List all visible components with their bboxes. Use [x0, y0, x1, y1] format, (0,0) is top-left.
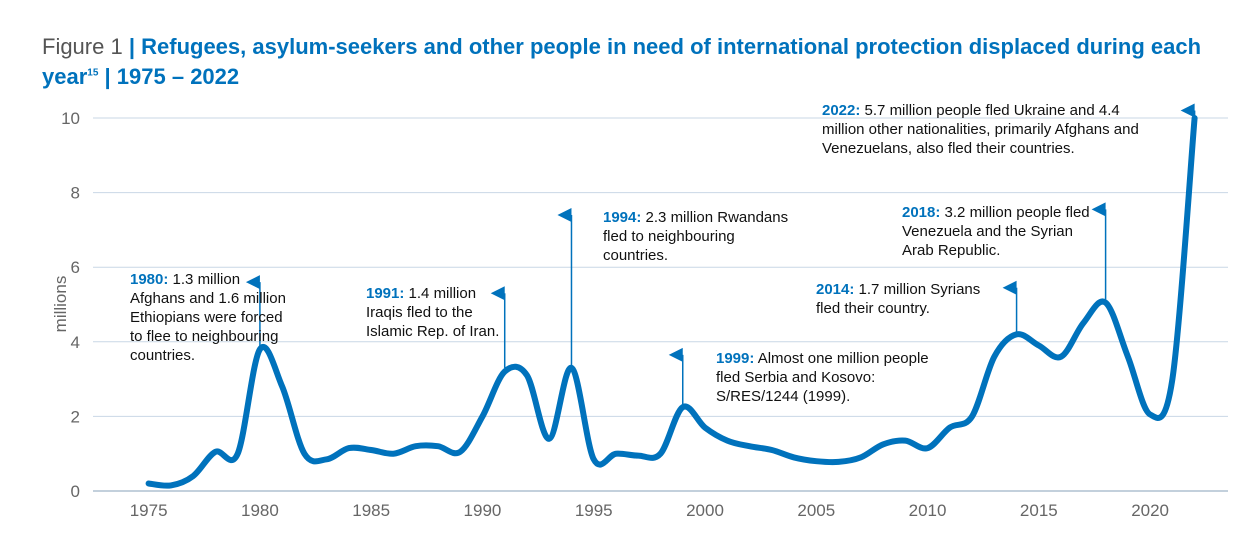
annotation-2022-year: 2022:	[822, 102, 861, 119]
x-tick-labels: 1975 1980 1985 1990 1995 2000 2005 2010 2015 2020	[130, 501, 1169, 520]
annotation-flag-2018	[1091, 202, 1106, 217]
title-separator: |	[128, 34, 135, 59]
y-axis-label: millions	[51, 276, 70, 333]
annotation-2018-year: 2018:	[902, 204, 941, 221]
annotation-1991-year: 1991:	[366, 285, 405, 302]
annotation-2014: 2014: 1.7 million Syrians fled their cou…	[816, 280, 1008, 318]
y-tick-0: 0	[71, 482, 80, 501]
annotation-1980-text: 1.3 million Afghans and 1.6 million Ethi…	[130, 271, 286, 364]
x-tick-2020: 2020	[1131, 501, 1169, 520]
title-footnote: 15	[87, 67, 99, 79]
x-tick-1990: 1990	[464, 501, 502, 520]
x-tick-2010: 2010	[909, 501, 947, 520]
annotation-2022: 2022: 5.7 million people fled Ukraine an…	[822, 101, 1162, 158]
x-tick-2000: 2000	[686, 501, 724, 520]
annotation-flag-1980	[245, 275, 260, 290]
annotation-1999-text: Almost one million people fled Serbia an…	[716, 350, 929, 405]
chart-title: Figure 1 | Refugees, asylum-seekers and …	[42, 32, 1232, 92]
figure-label: Figure 1	[42, 34, 123, 59]
annotation-flag-1991	[490, 286, 505, 301]
annotation-1994: 1994: 2.3 million Rwandans fled to neigh…	[603, 208, 799, 265]
annotation-2022-text: 5.7 million people fled Ukraine and 4.4 …	[822, 102, 1139, 157]
y-tick-2: 2	[71, 407, 80, 426]
annotation-2014-text: 1.7 million Syrians fled their country.	[816, 281, 981, 317]
y-tick-8: 8	[71, 184, 80, 203]
annotation-1980-year: 1980:	[130, 271, 169, 288]
x-tick-2005: 2005	[797, 501, 835, 520]
y-tick-6: 6	[71, 258, 80, 277]
title-range: | 1975 – 2022	[104, 64, 240, 89]
annotation-1994-text: 2.3 million Rwandans fled to neighbourin…	[603, 209, 789, 264]
x-tick-1995: 1995	[575, 501, 613, 520]
y-tick-4: 4	[71, 333, 80, 352]
annotation-1999-year: 1999:	[716, 350, 755, 367]
title-main: Refugees, asylum-seekers and other peopl…	[42, 34, 1202, 89]
annotation-flag-2014	[1002, 280, 1017, 295]
x-tick-2015: 2015	[1020, 501, 1058, 520]
annotation-2018-text: 3.2 million people fled Venezuela and th…	[902, 204, 1090, 259]
annotation-1999: 1999: Almost one million people fled Ser…	[716, 349, 940, 406]
annotation-1991: 1991: 1.4 million Iraqis fled to the Isl…	[366, 284, 516, 341]
annotation-flag-1999	[668, 347, 683, 362]
annotation-2018: 2018: 3.2 million people fled Venezuela …	[902, 203, 1092, 260]
x-tick-1980: 1980	[241, 501, 279, 520]
annotation-flag-1994	[557, 207, 572, 222]
annotation-2014-year: 2014:	[816, 281, 855, 298]
annotation-flags	[245, 103, 1196, 408]
gridlines	[93, 117, 1228, 492]
annotation-1980: 1980: 1.3 million Afghans and 1.6 millio…	[130, 270, 290, 365]
x-tick-1975: 1975	[130, 501, 168, 520]
annotation-1994-year: 1994:	[603, 209, 642, 226]
x-tick-1985: 1985	[352, 501, 390, 520]
y-tick-10: 10	[61, 109, 80, 128]
series-line	[145, 115, 1198, 489]
y-tick-labels: 0 2 4 6 8 10	[61, 109, 80, 501]
annotation-flag-2022	[1180, 103, 1195, 118]
annotation-1991-text: 1.4 million Iraqis fled to the Islamic R…	[366, 285, 500, 340]
